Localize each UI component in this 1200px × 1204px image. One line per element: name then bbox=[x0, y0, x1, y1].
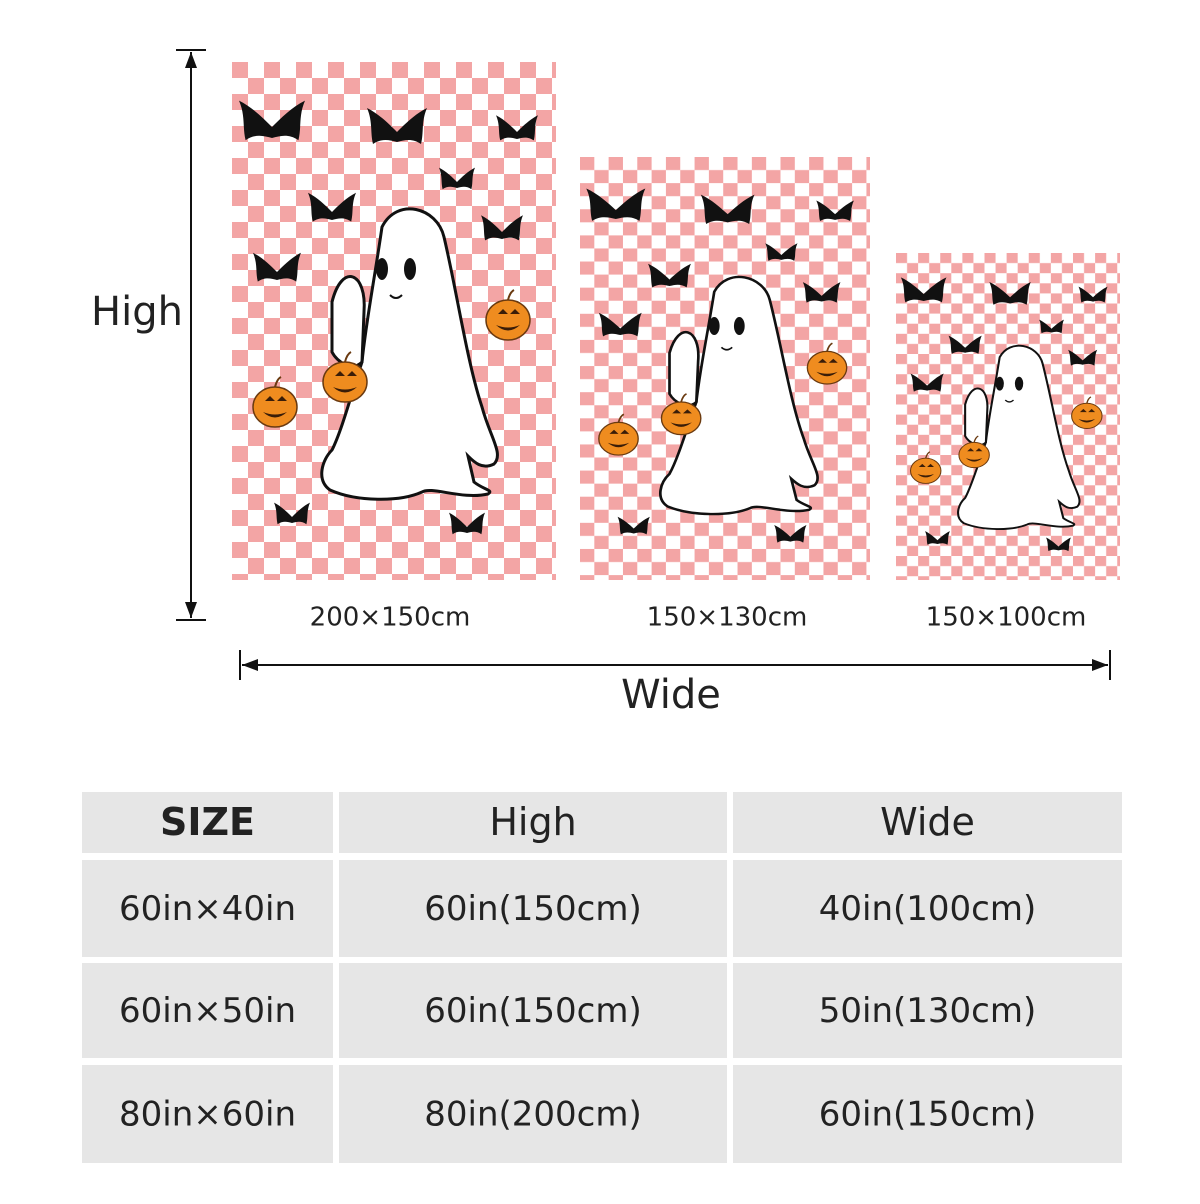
table-cell bbox=[339, 963, 727, 1058]
size-table: SIZE High Wide 60in×40in 60in(150cm) 40in(100… bbox=[82, 792, 1122, 1163]
table-header: Wide bbox=[880, 800, 975, 844]
table-cell bbox=[733, 860, 1122, 957]
table-text: 50in(130cm) bbox=[819, 991, 1037, 1031]
table-text: 60in(150cm) bbox=[424, 991, 642, 1031]
blanket-medium bbox=[580, 157, 870, 580]
blanket-small bbox=[896, 253, 1120, 580]
table-cell bbox=[82, 860, 333, 957]
table-text: 60in(150cm) bbox=[424, 889, 642, 929]
table-cell bbox=[339, 860, 727, 957]
table-text: 40in(100cm) bbox=[819, 889, 1037, 929]
width-arrow bbox=[239, 650, 1111, 680]
table-text: 60in×40in bbox=[119, 889, 296, 929]
table-cell bbox=[82, 963, 333, 1058]
table-text: 60in×50in bbox=[119, 991, 296, 1031]
height-label: High bbox=[91, 289, 183, 335]
table-text: 80in×60in bbox=[119, 1095, 296, 1135]
table-cell bbox=[733, 792, 1122, 853]
width-label: Wide bbox=[621, 672, 721, 718]
size-label: 150×130cm bbox=[647, 603, 808, 633]
table-cell bbox=[339, 1065, 727, 1163]
table-cell bbox=[339, 792, 727, 853]
table-text: 80in(200cm) bbox=[424, 1095, 642, 1135]
table-cell bbox=[733, 1065, 1122, 1163]
height-arrow bbox=[176, 49, 206, 621]
size-label: 200×150cm bbox=[310, 603, 471, 633]
table-cell bbox=[82, 792, 333, 853]
size-label: 150×100cm bbox=[926, 603, 1087, 633]
blanket-large bbox=[232, 62, 556, 580]
table-cell bbox=[82, 1065, 333, 1163]
table-text: 60in(150cm) bbox=[819, 1095, 1037, 1135]
table-cell bbox=[733, 963, 1122, 1058]
table-header: SIZE bbox=[160, 800, 255, 844]
table-header: High bbox=[489, 800, 576, 844]
